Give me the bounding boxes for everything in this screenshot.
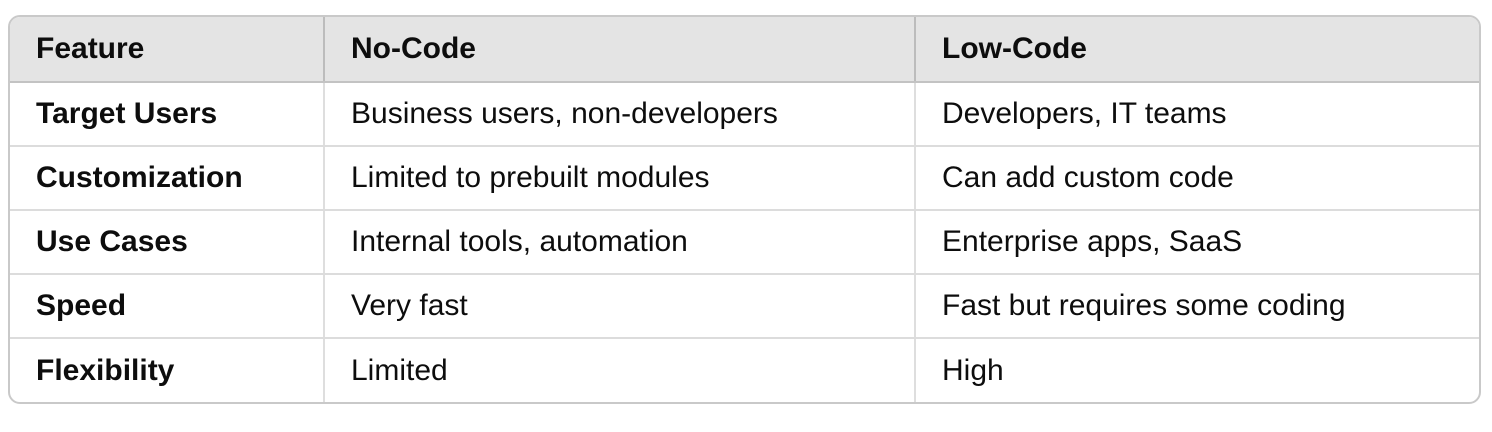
no-code-cell: Business users, non-developers: [323, 82, 915, 147]
low-code-cell: High: [914, 338, 1479, 402]
comparison-table-container: Feature No-Code Low-Code Target Users Bu…: [8, 15, 1481, 404]
low-code-cell: Developers, IT teams: [914, 82, 1479, 147]
table-row-target-users: Target Users Business users, non-develop…: [10, 82, 1479, 147]
table-row-flexibility: Flexibility Limited High: [10, 338, 1479, 402]
header-cell-no-code: No-Code: [323, 17, 915, 83]
row-label: Speed: [10, 274, 324, 339]
no-code-cell: Limited to prebuilt modules: [323, 146, 915, 211]
low-code-cell: Enterprise apps, SaaS: [914, 210, 1479, 275]
low-code-cell: Fast but requires some coding: [914, 274, 1479, 339]
no-code-cell: Internal tools, automation: [323, 210, 915, 275]
row-label: Flexibility: [36, 353, 175, 387]
table-row-use-cases: Use Cases Internal tools, automation Ent…: [10, 210, 1479, 275]
no-code-cell: Limited: [323, 338, 915, 402]
table-body: Target Users Business users, non-develop…: [10, 82, 1479, 402]
table-row-speed: Speed Very fast Fast but requires some c…: [10, 274, 1479, 339]
header-row: Feature No-Code Low-Code: [10, 17, 1479, 83]
table-header: Feature No-Code Low-Code: [10, 17, 1479, 83]
low-code-cell: Can add custom code: [914, 146, 1479, 211]
no-code-cell: Very fast: [323, 274, 915, 339]
table-row-customization: Customization Limited to prebuilt module…: [10, 146, 1479, 211]
row-label: Customization: [10, 146, 324, 211]
header-cell-low-code: Low-Code: [914, 17, 1479, 83]
header-cell-feature: Feature: [10, 17, 324, 83]
row-label: Use Cases: [10, 210, 324, 275]
row-label: Target Users: [10, 82, 324, 147]
comparison-table: Feature No-Code Low-Code Target Users Bu…: [10, 17, 1479, 402]
